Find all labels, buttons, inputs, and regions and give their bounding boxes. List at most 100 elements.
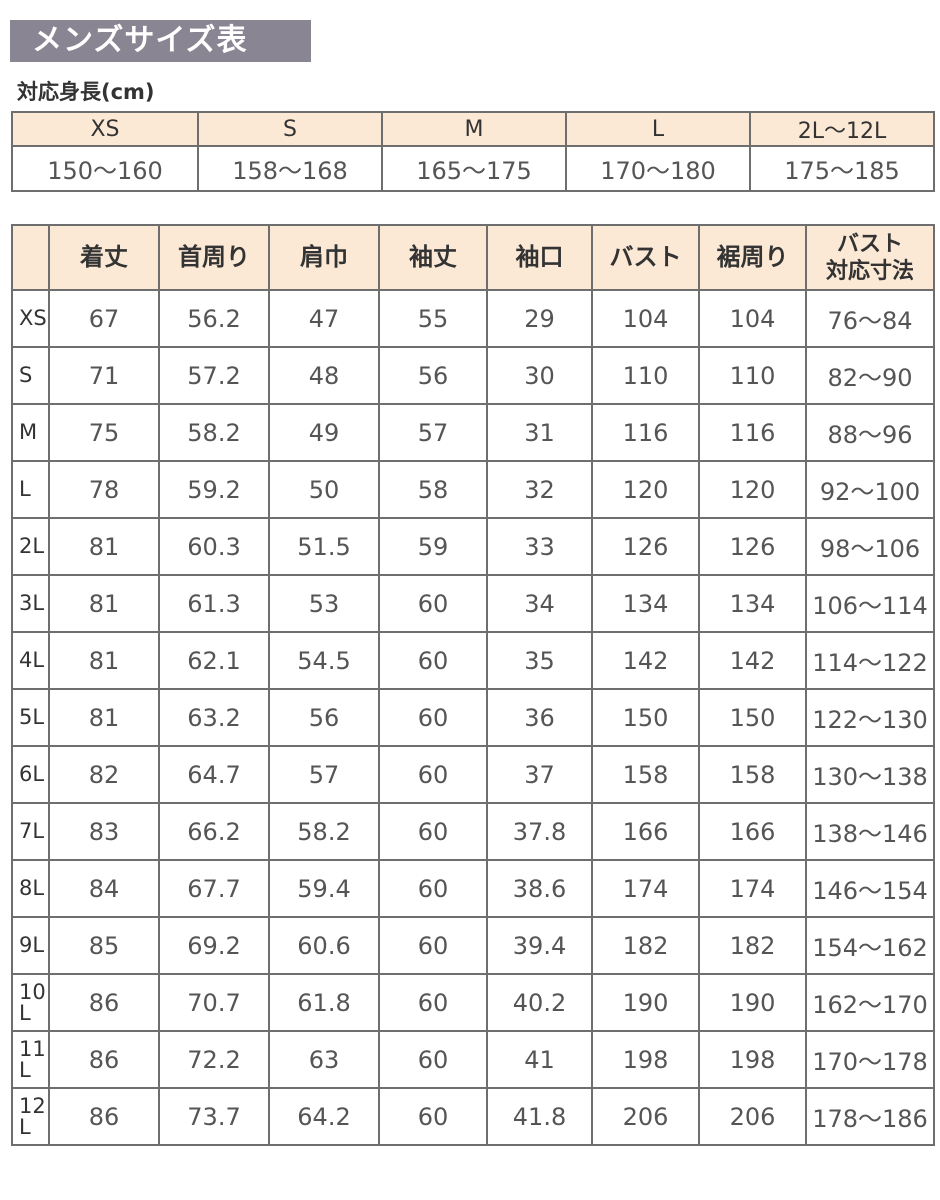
table-cell: 162〜170 xyxy=(805,973,935,1032)
table-row: 6L 82 64.7 57 60 37 158 158 130〜138 xyxy=(11,745,935,804)
table-cell: 70.7 xyxy=(158,973,270,1032)
table-row: 9L 85 69.2 60.6 60 39.4 182 182 154〜162 xyxy=(11,916,935,975)
table-row: 4L 81 62.1 54.5 60 35 142 142 114〜122 xyxy=(11,631,935,690)
table-cell: 81 xyxy=(48,574,160,633)
table-row: 5L 81 63.2 56 60 36 150 150 122〜130 xyxy=(11,688,935,747)
table-cell: 150 xyxy=(591,688,700,747)
table-cell: 60 xyxy=(378,688,488,747)
table-cell: 60 xyxy=(378,745,488,804)
table-cell: 158 xyxy=(591,745,700,804)
column-header: 首周り xyxy=(158,224,270,291)
table-cell: 182 xyxy=(591,916,700,975)
table-cell: 72.2 xyxy=(158,1030,270,1089)
table-cell: 51.5 xyxy=(268,517,380,576)
table-row: 3L 81 61.3 53 60 34 134 134 106〜114 xyxy=(11,574,935,633)
table-cell: 81 xyxy=(48,631,160,690)
table-cell: 85 xyxy=(48,916,160,975)
table-cell: 64.7 xyxy=(158,745,270,804)
height-table: XS S M L 2L〜12L 150〜160 158〜168 165〜175 170〜180… xyxy=(11,111,935,192)
page-title: メンズサイズ表 xyxy=(10,20,311,62)
height-range: 175〜185 xyxy=(749,145,935,192)
table-cell: 86 xyxy=(48,973,160,1032)
table-cell: 47 xyxy=(268,289,380,348)
table-cell: 73.7 xyxy=(158,1087,270,1146)
size-header: XS xyxy=(11,111,199,147)
table-cell: 61.3 xyxy=(158,574,270,633)
table-row: L 78 59.2 50 58 32 120 120 92〜100 xyxy=(11,460,935,519)
table-cell: 34 xyxy=(486,574,593,633)
table-cell: 198 xyxy=(591,1030,700,1089)
table-cell: 60 xyxy=(378,859,488,918)
table-row: 10L 86 70.7 61.8 60 40.2 190 190 162〜170 xyxy=(11,973,935,1032)
table-row: M 75 58.2 49 57 31 116 116 88〜96 xyxy=(11,403,935,462)
table-cell: 56 xyxy=(378,346,488,405)
table-cell: 41.8 xyxy=(486,1087,593,1146)
table-cell: 126 xyxy=(591,517,700,576)
size-header: S xyxy=(197,111,383,147)
table-cell: 116 xyxy=(698,403,807,462)
table-cell: 116 xyxy=(591,403,700,462)
row-size-label: 7L xyxy=(11,802,50,861)
table-cell: 53 xyxy=(268,574,380,633)
table-cell: 104 xyxy=(698,289,807,348)
table-cell: 39.4 xyxy=(486,916,593,975)
size-header: L xyxy=(565,111,751,147)
table-cell: 178〜186 xyxy=(805,1087,935,1146)
row-size-label: L xyxy=(11,460,50,519)
table-cell: 81 xyxy=(48,688,160,747)
table-cell: 58 xyxy=(378,460,488,519)
table-cell: 190 xyxy=(698,973,807,1032)
table-cell: 182 xyxy=(698,916,807,975)
table-cell: 82 xyxy=(48,745,160,804)
table-cell: 120 xyxy=(698,460,807,519)
row-size-label: 12L xyxy=(11,1087,50,1146)
column-header xyxy=(11,224,50,291)
column-header: 袖口 xyxy=(486,224,593,291)
table-cell: 206 xyxy=(698,1087,807,1146)
table-cell: 66.2 xyxy=(158,802,270,861)
row-size-label: 9L xyxy=(11,916,50,975)
table-cell: 62.1 xyxy=(158,631,270,690)
table-cell: 83 xyxy=(48,802,160,861)
height-range: 158〜168 xyxy=(197,145,383,192)
table-cell: 198 xyxy=(698,1030,807,1089)
column-header: 袖丈 xyxy=(378,224,488,291)
table-cell: 206 xyxy=(591,1087,700,1146)
table-cell: 86 xyxy=(48,1087,160,1146)
table-cell: 61.8 xyxy=(268,973,380,1032)
table-cell: 92〜100 xyxy=(805,460,935,519)
table-cell: 174 xyxy=(698,859,807,918)
table-cell: 150 xyxy=(698,688,807,747)
table-cell: 49 xyxy=(268,403,380,462)
table-cell: 67 xyxy=(48,289,160,348)
table-cell: 38.6 xyxy=(486,859,593,918)
row-size-label: S xyxy=(11,346,50,405)
table-cell: 41 xyxy=(486,1030,593,1089)
table-row: 12L 86 73.7 64.2 60 41.8 206 206 178〜186 xyxy=(11,1087,935,1146)
table-cell: 55 xyxy=(378,289,488,348)
table-cell: 154〜162 xyxy=(805,916,935,975)
table-cell: 76〜84 xyxy=(805,289,935,348)
height-table-header-row: XS S M L 2L〜12L xyxy=(11,111,935,147)
table-cell: 57 xyxy=(268,745,380,804)
table-cell: 56 xyxy=(268,688,380,747)
table-cell: 59.4 xyxy=(268,859,380,918)
table-cell: 30 xyxy=(486,346,593,405)
table-cell: 78 xyxy=(48,460,160,519)
table-cell: 59.2 xyxy=(158,460,270,519)
table-row: 11L 86 72.2 63 60 41 198 198 170〜178 xyxy=(11,1030,935,1089)
column-header: バスト xyxy=(591,224,700,291)
table-cell: 104 xyxy=(591,289,700,348)
size-header: 2L〜12L xyxy=(749,111,935,147)
row-size-label: 10L xyxy=(11,973,50,1032)
height-range: 170〜180 xyxy=(565,145,751,192)
table-cell: 58.2 xyxy=(158,403,270,462)
size-header: M xyxy=(381,111,567,147)
table-cell: 60 xyxy=(378,574,488,633)
table-cell: 57.2 xyxy=(158,346,270,405)
table-cell: 170〜178 xyxy=(805,1030,935,1089)
table-cell: 158 xyxy=(698,745,807,804)
table-cell: 106〜114 xyxy=(805,574,935,633)
table-cell: 88〜96 xyxy=(805,403,935,462)
row-size-label: 3L xyxy=(11,574,50,633)
